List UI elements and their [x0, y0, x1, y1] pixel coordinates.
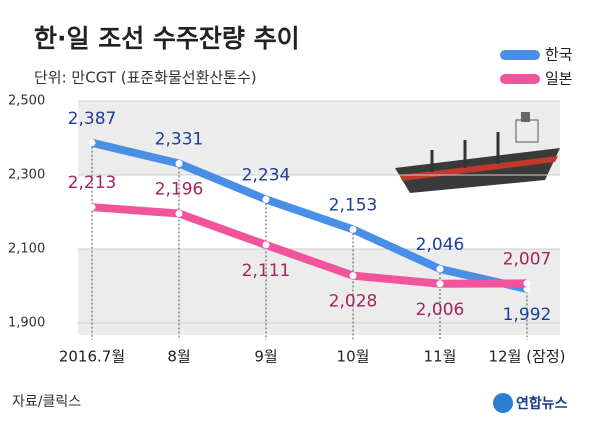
chart-title: 한·일 조선 수주잔량 추이 [34, 24, 300, 53]
y-tick-label: 2,500 [8, 94, 45, 109]
point [262, 195, 270, 203]
value-label: 2,387 [68, 109, 117, 129]
y-tick-label: 1,900 [8, 316, 45, 331]
x-tick-label: 10월 [337, 348, 370, 366]
value-label: 2,196 [155, 179, 204, 199]
x-tick-label: 11월 [424, 348, 457, 366]
x-tick-label: 9월 [254, 348, 277, 366]
value-label: 2,153 [329, 195, 378, 215]
point [349, 272, 357, 280]
value-label: 2,028 [329, 292, 378, 312]
line [91, 203, 528, 288]
value-label: 2,111 [242, 261, 291, 281]
x-tick-label: 8월 [167, 348, 190, 366]
legend-label: 일본 [545, 70, 573, 88]
y-tick-label: 2,300 [8, 168, 45, 183]
value-label: 1,992 [503, 305, 552, 325]
point [349, 225, 357, 233]
value-label: 2,007 [503, 249, 552, 269]
point [523, 279, 531, 287]
point [262, 241, 270, 249]
line [91, 138, 528, 293]
ship [395, 112, 560, 193]
logo-icon [493, 393, 513, 413]
logo: 연합뉴스 [516, 395, 568, 412]
y-tick-label: 2,100 [8, 242, 45, 257]
grid-band [78, 323, 560, 335]
value-label: 2,006 [416, 300, 465, 320]
value-label: 2,046 [416, 235, 465, 255]
point [88, 203, 96, 211]
value-label: 2,213 [68, 173, 117, 193]
value-label: 2,331 [155, 130, 204, 150]
source: 자료/클릭스 [12, 394, 81, 410]
point [175, 209, 183, 217]
legend-label: 한국 [545, 46, 573, 64]
point [175, 160, 183, 168]
point [436, 280, 444, 288]
point [88, 139, 96, 147]
x-tick-label: 2016.7월 [59, 348, 125, 366]
chart-subtitle: 단위: 만CGT (표준화물선환산톤수) [34, 69, 257, 87]
x-tick-label: 12월 (잠정) [489, 348, 566, 366]
value-label: 2,234 [242, 165, 291, 185]
point [436, 265, 444, 273]
